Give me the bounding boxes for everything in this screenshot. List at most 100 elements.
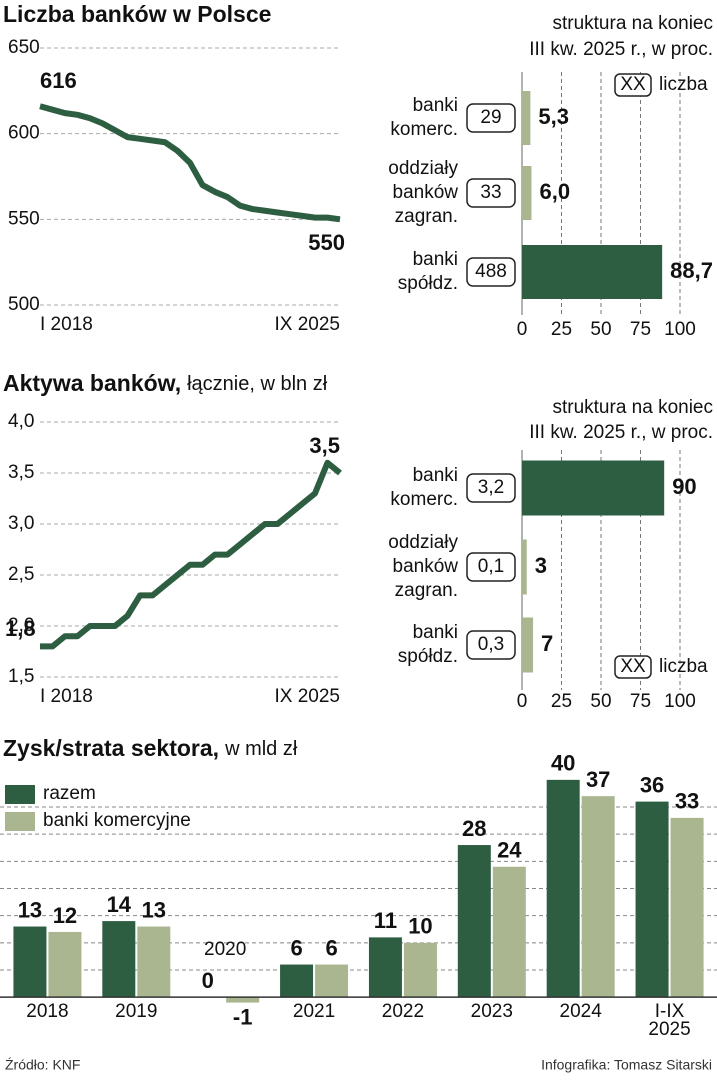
category-label: komerc. (390, 489, 458, 510)
value-label: 7 (541, 631, 553, 656)
y-tick-label: 550 (8, 208, 40, 229)
count-label: 33 (480, 182, 501, 203)
bar (226, 997, 260, 1003)
bar (581, 796, 615, 998)
count-label: 0,1 (478, 556, 504, 577)
line (40, 459, 342, 650)
bar (670, 817, 704, 998)
x-tick-label: 2018 (26, 1001, 68, 1022)
bar (492, 866, 526, 998)
source: Źródło: KNF (5, 1057, 80, 1073)
category-label: banki (413, 95, 458, 116)
count-box (466, 552, 516, 582)
value-label: 6 (290, 935, 302, 960)
category-label: spółdz. (398, 646, 458, 667)
bar (48, 931, 82, 998)
category-label: zagran. (395, 206, 458, 227)
bar (280, 964, 314, 998)
count-label: 29 (480, 107, 501, 128)
y-tick-label: 3,0 (8, 513, 34, 534)
x-tick-label: 25 (551, 319, 572, 340)
value-label: 37 (586, 767, 610, 792)
value-label: 616 (40, 68, 77, 93)
chart-title: Aktywa banków, łącznie, w bln zł (3, 370, 328, 396)
value-label: 550 (308, 230, 345, 255)
x-tick-label: 75 (630, 319, 651, 340)
x-tick-label: I 2018 (40, 314, 93, 335)
bar (522, 245, 663, 299)
x-tick-label: 25 (551, 691, 572, 712)
count-box (466, 178, 516, 208)
legend-symbol: XX (620, 74, 646, 95)
category-label: oddziały (388, 532, 458, 553)
y-tick-label: 3,5 (8, 462, 34, 483)
value-label: 33 (675, 789, 699, 814)
x-tick-label: 0 (517, 319, 528, 340)
bar (102, 921, 136, 998)
value-label: 3 (535, 553, 547, 578)
x-tick-label: 2024 (560, 1001, 603, 1022)
y-tick-label: 650 (8, 37, 40, 58)
value-label: 10 (408, 914, 432, 939)
chart-title: struktura na koniec (552, 397, 713, 418)
value-label: -1 (233, 1004, 253, 1029)
value-label: 13 (18, 897, 42, 922)
category-label: banki (413, 622, 458, 643)
value-label: 0 (202, 968, 214, 993)
category-label: oddziały (388, 158, 458, 179)
chart-title: III kw. 2025 r., w proc. (529, 39, 713, 60)
chart-title: III kw. 2025 r., w proc. (529, 422, 713, 443)
credit: Infografika: Tomasz Sitarski (541, 1057, 712, 1073)
x-tick-label: 0 (517, 691, 528, 712)
x-tick-label: 50 (590, 319, 611, 340)
bar (522, 460, 665, 516)
legend-label: liczba (659, 74, 708, 95)
value-label: 40 (551, 751, 575, 776)
bar (315, 964, 349, 998)
x-tick-label: 100 (664, 691, 696, 712)
bar (457, 845, 491, 998)
category-label: spółdz. (398, 273, 458, 294)
count-label: 488 (475, 261, 507, 282)
bar (522, 166, 532, 220)
count-label: 0,3 (478, 634, 504, 655)
x-tick-label: 2023 (471, 1001, 513, 1022)
bar (522, 617, 534, 673)
category-label: zagran. (395, 580, 458, 601)
bar (137, 926, 171, 998)
x-tick-label: 100 (664, 319, 696, 340)
category-label: komerc. (390, 119, 458, 140)
x-tick-label: I-IX (655, 1001, 685, 1022)
chart-title: Liczba banków w Polsce (3, 1, 271, 27)
legend-label: liczba (659, 656, 708, 677)
count-box (466, 630, 516, 660)
bar (368, 937, 402, 998)
value-label: 13 (142, 897, 166, 922)
chart-title: struktura na koniec (552, 13, 713, 34)
legend-symbol: XX (620, 656, 646, 677)
x-tick-label: I 2018 (40, 686, 93, 707)
value-label: 3,5 (309, 433, 340, 458)
y-tick-label: 600 (8, 123, 40, 144)
value-label: 36 (640, 772, 664, 797)
x-tick-label: 2019 (115, 1001, 157, 1022)
count-box (466, 473, 516, 503)
legend-swatch (5, 785, 35, 804)
title-sub: łącznie, w bln zł (187, 373, 328, 395)
legend-swatch (5, 812, 35, 831)
y-tick-label: 500 (8, 294, 40, 315)
legend-label: banki komercyjne (43, 810, 191, 831)
x-tick-label: 2020 (204, 939, 246, 960)
x-tick-label: IX 2025 (275, 686, 341, 707)
x-tick-label: 50 (590, 691, 611, 712)
value-label: 6,0 (539, 179, 570, 204)
value-label: 90 (672, 474, 696, 499)
legend-box (614, 73, 652, 97)
value-label: 14 (107, 892, 132, 917)
chart-title: Zysk/strata sektora, w mld zł (3, 735, 298, 761)
line (39, 103, 341, 223)
count-box (466, 257, 516, 287)
title-sub: w mld zł (224, 738, 298, 760)
bar (403, 942, 437, 998)
